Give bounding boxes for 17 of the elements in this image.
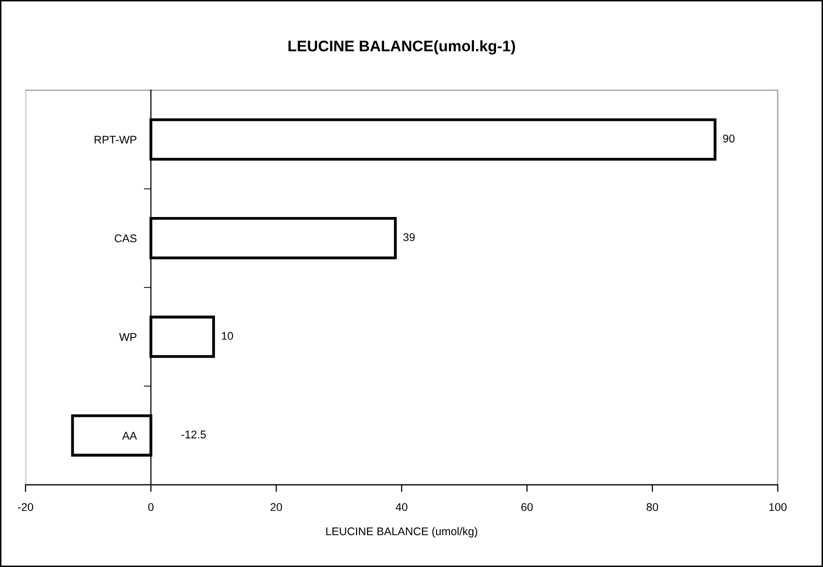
data-label: 39 [403,233,415,242]
x-tick-label: 20 [270,503,282,511]
x-tick-label: 60 [521,503,533,511]
y-tick-label: RPT-WP [94,136,136,144]
x-axis-title: LEUCINE BALANCE (umol/kg) [326,527,478,538]
data-label: 90 [723,134,734,142]
y-tick-label: CAS [114,234,136,242]
data-label: -12.5 [181,430,206,438]
x-tick-label: 40 [396,503,408,511]
chart-title: LEUCINE BALANCE(umol.kg-1) [288,40,516,54]
x-tick-label: 80 [646,503,658,511]
x-tick-label: -20 [18,503,34,511]
y-tick-label: AA [122,432,137,440]
x-tick-label: 100 [769,503,787,511]
y-tick-label: WP [119,333,136,341]
data-label: 10 [222,332,234,340]
x-tick-label: 0 [148,503,154,511]
